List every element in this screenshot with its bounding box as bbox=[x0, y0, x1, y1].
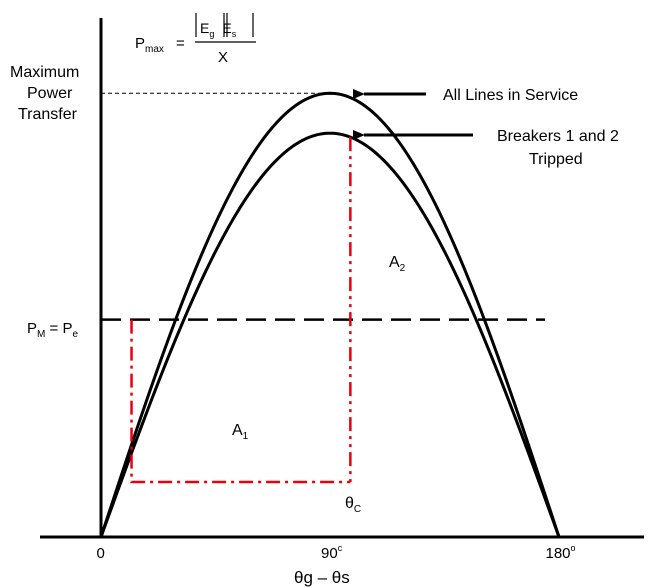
formula-lhs: Pmax bbox=[135, 35, 164, 55]
pmax-formula: Pmax = EgEs X bbox=[135, 13, 256, 66]
x-tick-label-1: 90c bbox=[321, 543, 343, 562]
formula-numerator: EgEs bbox=[200, 20, 237, 39]
area-a1-boundary bbox=[130, 319, 351, 484]
breakers-label-2: Tripped bbox=[529, 151, 583, 168]
area-a2-label: A2 bbox=[389, 254, 406, 274]
theta-c-label: θC bbox=[345, 495, 361, 515]
curve-all-lines-in-service bbox=[99, 91, 561, 538]
max-power-label-1: Maximum bbox=[10, 64, 79, 81]
x-tick-labels: 0 90c 180o bbox=[97, 543, 576, 562]
x-tick-label-2: 180o bbox=[546, 543, 576, 562]
breakers-label-1: Breakers 1 and 2 bbox=[497, 128, 619, 145]
area-a1-label: A1 bbox=[232, 422, 249, 442]
x-axis-label: θg – θs bbox=[294, 568, 350, 587]
max-power-label-2: Power bbox=[27, 85, 73, 102]
pm-equals-pe-label: PM = Pe bbox=[27, 320, 78, 340]
formula-denominator: X bbox=[218, 49, 228, 66]
formula-equals: = bbox=[176, 35, 185, 52]
all-lines-label: All Lines in Service bbox=[443, 87, 578, 104]
curve-breakers-tripped bbox=[99, 131, 561, 538]
max-power-label-3: Transfer bbox=[18, 106, 78, 123]
x-tick-label-0: 0 bbox=[97, 545, 105, 562]
